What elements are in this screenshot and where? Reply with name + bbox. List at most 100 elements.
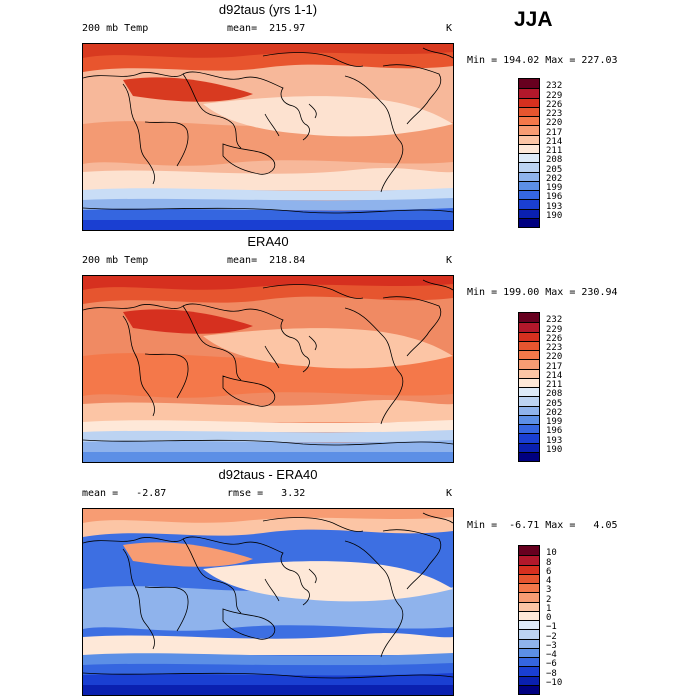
colorbar-swatch	[519, 442, 539, 452]
colorbar	[518, 78, 540, 228]
colorbar-swatch	[519, 79, 539, 89]
colorbar-tick-label: 217	[546, 361, 563, 372]
coastline	[262, 517, 364, 532]
colorbar-tick-label: 226	[546, 333, 563, 344]
colorbar-tick-label: 205	[546, 398, 563, 409]
colorbar-swatch	[519, 647, 539, 657]
coastline	[83, 71, 310, 141]
contour-band	[83, 633, 453, 655]
colorbar-tick-label: 208	[546, 155, 563, 166]
panel-title: d92taus - ERA40	[218, 467, 318, 482]
colorbar-swatch	[519, 340, 539, 350]
colorbar-swatch	[519, 350, 539, 360]
coastline	[382, 296, 442, 357]
colorbar-tick-label: 2	[546, 594, 552, 605]
colorbar-swatch	[519, 359, 539, 369]
colorbar-swatch	[519, 555, 539, 565]
colorbar	[518, 312, 540, 462]
panel-left-label: mean = -2.87	[82, 488, 167, 499]
coastline	[182, 538, 242, 614]
colorbar-swatch	[519, 143, 539, 153]
colorbar-swatch	[519, 666, 539, 676]
colorbar-tick-label: −2	[546, 631, 557, 642]
colorbar-tick-label: 214	[546, 136, 563, 147]
colorbar-tick-label: 229	[546, 324, 563, 335]
coastline	[83, 439, 453, 446]
contour-band	[83, 509, 453, 523]
colorbar-swatch	[519, 199, 539, 209]
coastline	[262, 52, 364, 67]
colorbar-swatch	[519, 405, 539, 415]
coastline	[422, 512, 453, 524]
colorbar-swatch	[519, 331, 539, 341]
colorbar-swatch	[519, 657, 539, 667]
coastline	[264, 113, 280, 137]
coastline	[222, 143, 276, 175]
colorbar-swatch	[519, 313, 539, 323]
coastline	[83, 536, 310, 606]
contour-band	[83, 198, 453, 210]
colorbar-swatch	[519, 97, 539, 107]
colorbar-tick-label: 193	[546, 201, 563, 212]
contour-band	[83, 400, 453, 422]
colorbar-tick-label: 0	[546, 613, 552, 623]
contour-band	[83, 440, 453, 452]
coastline	[422, 279, 453, 291]
contour-band	[83, 430, 453, 442]
contour-map	[82, 275, 454, 463]
colorbar-swatch	[519, 592, 539, 602]
contour-band	[123, 77, 253, 102]
panel-title: ERA40	[247, 234, 289, 249]
colorbar-swatch	[519, 629, 539, 639]
colorbar-swatch	[519, 134, 539, 144]
panel-center-label: rmse = 3.32	[227, 488, 306, 499]
contour-band	[83, 663, 453, 675]
colorbar-tick-label: 8	[546, 557, 552, 568]
contour-band	[83, 208, 453, 220]
colorbar-swatch	[519, 414, 539, 424]
colorbar-tick-label: 196	[546, 426, 563, 437]
colorbar-swatch	[519, 217, 539, 227]
coastline	[264, 578, 280, 602]
panel-units: K	[446, 255, 453, 266]
colorbar-swatch	[519, 684, 539, 694]
contour-band	[203, 96, 453, 137]
contour-band	[123, 542, 253, 567]
coastline	[182, 73, 242, 149]
contour-band	[203, 328, 453, 369]
coastline	[308, 568, 317, 584]
contour-band	[123, 309, 253, 334]
contour-band	[83, 276, 453, 290]
coastline	[382, 529, 442, 590]
contour-band	[83, 44, 453, 58]
colorbar-swatch	[519, 180, 539, 190]
contour-band	[83, 673, 453, 685]
colorbar-swatch	[519, 583, 539, 593]
colorbar-swatch	[519, 368, 539, 378]
colorbar-tick-label: 208	[546, 389, 563, 400]
colorbar-tick-label: −1	[546, 622, 557, 633]
colorbar-tick-label: −3	[546, 640, 557, 651]
coastline	[144, 121, 189, 167]
coastline	[122, 548, 155, 650]
colorbar-tick-label: 229	[546, 90, 563, 101]
colorbar-tick-label: 190	[546, 210, 563, 221]
coastline	[344, 307, 404, 425]
panel-title: d92taus (yrs 1-1)	[218, 2, 318, 17]
colorbar-swatch	[519, 601, 539, 611]
colorbar-swatch	[519, 610, 539, 620]
coastline	[83, 672, 453, 679]
colorbar-tick-label: 220	[546, 352, 563, 363]
colorbar-tick-label: 6	[546, 566, 552, 577]
coastline	[182, 305, 242, 381]
colorbar-tick-label: 211	[546, 146, 563, 156]
colorbar-tick-label: 226	[546, 99, 563, 110]
colorbar-tick-label: 199	[546, 417, 563, 427]
colorbar-tick-label: 205	[546, 164, 563, 175]
colorbar-swatch	[519, 387, 539, 397]
colorbar-swatch	[519, 106, 539, 116]
colorbar-tick-label: 193	[546, 435, 563, 446]
colorbar-swatch	[519, 171, 539, 181]
colorbar-swatch	[519, 564, 539, 574]
colorbar-swatch	[519, 162, 539, 172]
